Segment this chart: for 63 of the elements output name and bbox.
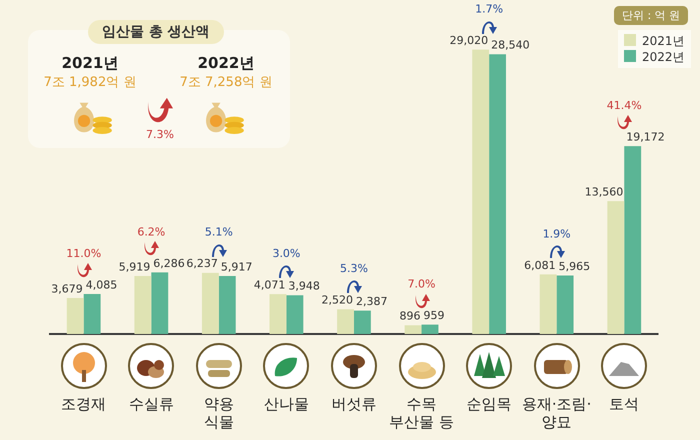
bar (489, 54, 506, 334)
data-label: 28,540 (491, 38, 530, 52)
data-label: 4,071 (254, 278, 286, 292)
x-tick-label: 버섯류 (331, 394, 376, 413)
legend-label: 2022년 (642, 50, 685, 64)
x-tick-label: 토석 (609, 394, 640, 413)
data-label: 5,919 (118, 260, 150, 274)
data-label: 6,286 (153, 256, 185, 270)
data-label: 3,948 (288, 280, 320, 293)
bar (556, 276, 574, 334)
x-tick-label: 용재·조림· 양묘 (522, 394, 592, 431)
bar (202, 272, 219, 334)
annotation: 1.9% (542, 227, 571, 240)
bar (354, 310, 371, 334)
x-tick-label: 순임목 (466, 394, 512, 413)
annotation: 3.0% (272, 246, 300, 260)
x-tick-label: 수실류 (128, 394, 174, 413)
annotation: 41.4% (606, 98, 642, 112)
annotation: 2021년 (60, 54, 120, 73)
bar (624, 146, 642, 334)
bar (218, 276, 236, 334)
x-tick-label: 약용 식물 (204, 394, 234, 431)
data-label: 19,172 (626, 130, 665, 144)
annotation: 5.1% (204, 226, 233, 239)
text: 임산물 총 생산액 (88, 20, 224, 44)
data-label: 5,965 (558, 260, 590, 273)
data-label: 6,237 (186, 257, 218, 270)
text: 1.7% (475, 2, 504, 16)
data-label: 6,081 (524, 258, 556, 272)
data-label: 2,387 (356, 294, 388, 308)
annotation: 6.2% (137, 225, 166, 238)
bar (607, 201, 624, 334)
data-label: 896 (400, 310, 421, 323)
bar (151, 272, 168, 334)
x-tick-label: 조경재 (61, 394, 106, 413)
bar (134, 276, 152, 334)
bar (422, 324, 438, 334)
annotation: 5.3% (340, 262, 368, 276)
bar (84, 294, 101, 334)
data-label: 4,085 (86, 278, 118, 292)
annotation: 7.0% (408, 277, 436, 290)
data-label: 2,520 (321, 294, 353, 307)
bar (286, 295, 304, 334)
data-label: 959 (424, 308, 445, 322)
annotation: 7조 1,982억 원 (42, 74, 138, 91)
bar (66, 298, 84, 334)
x-tick-label: 수목 부산물 등 (389, 394, 454, 431)
bar (540, 274, 557, 334)
data-label: 13,560 (584, 185, 624, 198)
bar (472, 50, 490, 334)
annotation: 2022년 (196, 54, 256, 73)
bar (270, 294, 286, 334)
data-label: 29,020 (450, 34, 488, 47)
data-label: 3,679 (51, 282, 83, 296)
text: 단위 : 억 원 (614, 6, 688, 25)
annotation: 11.0% (66, 246, 102, 260)
legend-label: 2021년 (642, 34, 685, 48)
annotation: 7.3% (146, 128, 174, 141)
bar (337, 309, 354, 334)
x-tick-label: 산나물 (264, 394, 309, 413)
data-label: 5,917 (220, 260, 252, 274)
bar (404, 325, 422, 334)
annotation: 7조 7,258억 원 (178, 74, 274, 91)
